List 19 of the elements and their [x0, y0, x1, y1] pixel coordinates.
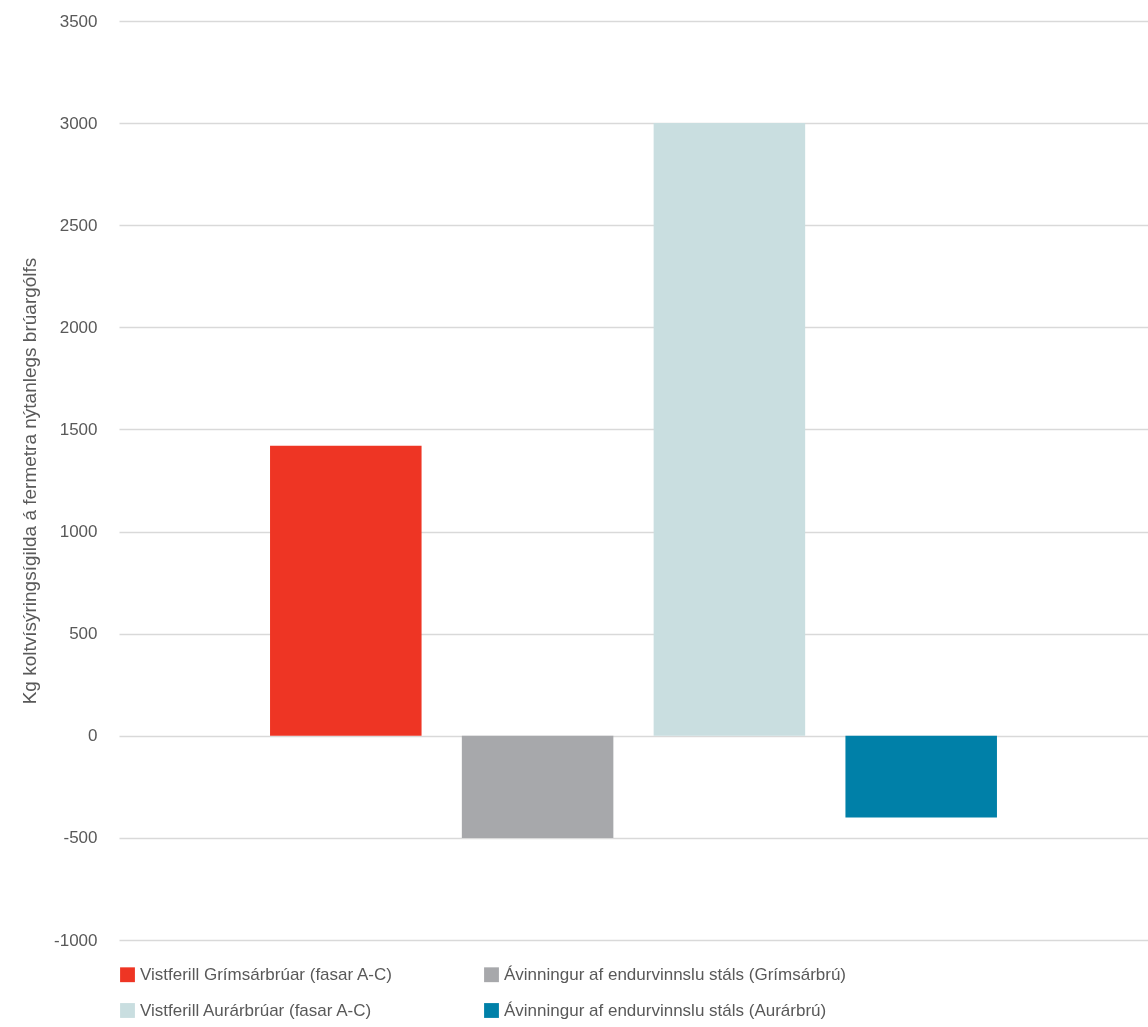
y-tick-label: -1000	[54, 930, 98, 950]
y-tick-label: -500	[63, 828, 98, 848]
legend-label: Ávinningur af endurvinnslu stáls (Grímsárbrú)	[504, 964, 847, 984]
y-tick-label: 1000	[59, 522, 98, 542]
bar	[653, 123, 806, 736]
legend-label: Vistferill Aurárbrúar (fasar A-C)	[140, 1000, 372, 1020]
bar	[270, 445, 422, 736]
y-tick-label: 3500	[59, 11, 98, 31]
y-tick-label: 2500	[59, 215, 98, 235]
bar	[845, 735, 997, 818]
bar	[461, 735, 614, 838]
y-axis-title: Kg koltvísýringsígilda á fermetra nýtanlegs brúargólfs	[19, 257, 41, 705]
y-tick-label: 500	[69, 624, 98, 644]
y-tick-label: 3000	[59, 113, 98, 133]
legend-label: Ávinningur af endurvinnslu stáls (Aurárbrú)	[504, 1000, 827, 1020]
y-tick-label: 2000	[59, 317, 98, 337]
legend-label: Vistferill Grímsárbrúar (fasar A-C)	[140, 964, 392, 984]
y-tick-label: 0	[88, 726, 98, 746]
y-tick-label: 1500	[59, 419, 98, 439]
